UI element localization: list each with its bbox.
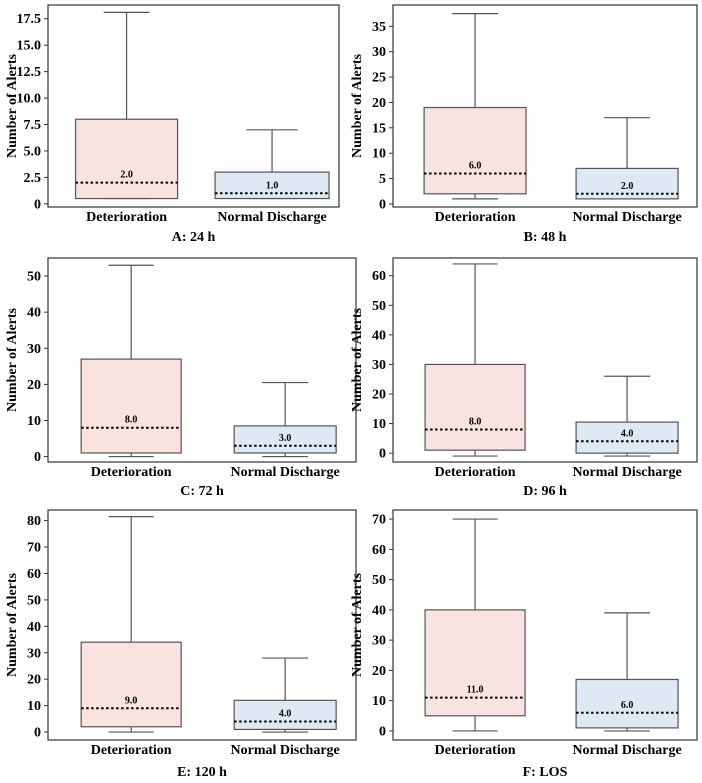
plot-frame-1 [47,4,340,208]
y-axis-label: Number of Alerts [350,572,365,676]
y-tick-label: 60 [27,567,41,582]
y-tick-label: 40 [372,603,386,618]
y-tick-label: 70 [27,541,41,556]
y-tick-label: 0 [34,726,41,741]
y-tick-label: 40 [27,306,41,321]
median-value-label: 1.0 [266,180,279,191]
y-tick-label: 15 [372,121,386,136]
x-category-label: Normal Discharge [572,465,681,480]
x-category-label: Normal Discharge [572,743,681,758]
box-iqr-normal-discharge [575,421,679,454]
y-tick-label: 50 [372,299,386,314]
median-value-label: 6.0 [621,700,634,711]
y-tick-label: 10.0 [17,92,42,107]
median-value-label: 8.0 [125,415,138,426]
x-category-label: Deterioration [91,465,172,480]
median-value-label: 9.0 [125,695,138,706]
x-category-label: Deterioration [435,743,516,758]
y-tick-label: 10 [372,147,386,162]
y-tick-label: 2.5 [24,171,42,186]
panel-caption: D: 96 h [523,484,567,499]
panel-caption: F: LOS [523,765,568,780]
y-tick-label: 7.5 [24,118,42,133]
x-category-label: Normal Discharge [231,465,340,480]
y-tick-label: 80 [27,514,41,529]
x-category-label: Deterioration [435,465,516,480]
box-iqr-deterioration [80,641,182,728]
y-tick-label: 50 [372,573,386,588]
y-tick-label: 10 [372,417,386,432]
panel-caption: B: 48 h [524,230,567,245]
panel-caption: A: 24 h [172,230,216,245]
plot-frame-2 [392,4,698,208]
y-tick-label: 60 [372,269,386,284]
y-axis-label: Number of Alerts [350,53,365,157]
y-tick-label: 40 [27,620,41,635]
box-iqr-deterioration [80,358,182,454]
y-tick-label: 30 [372,634,386,649]
y-tick-label: 5 [379,172,386,187]
y-tick-label: 50 [27,593,41,608]
y-tick-label: 35 [372,20,386,35]
y-tick-label: 17.5 [17,12,42,27]
y-axis-label: Number of Alerts [5,53,20,157]
y-tick-label: 0 [34,197,41,212]
y-tick-label: 50 [27,270,41,285]
x-category-label: Deterioration [86,210,167,225]
median-value-label: 3.0 [279,433,292,444]
box-iqr-normal-discharge [575,678,679,729]
plot-frame-3 [47,257,357,463]
y-axis-label: Number of Alerts [5,572,20,676]
y-tick-label: 5.0 [24,144,42,159]
y-tick-label: 20 [372,664,386,679]
median-value-label: 4.0 [279,708,292,719]
y-tick-label: 30 [372,45,386,60]
y-tick-label: 15.0 [17,39,42,54]
plot-frame-6 [392,509,698,741]
y-tick-label: 40 [372,328,386,343]
box-iqr-normal-discharge [233,425,337,454]
panel-caption: C: 72 h [180,484,224,499]
x-category-label: Normal Discharge [217,210,326,225]
box-iqr-normal-discharge [233,699,337,731]
box-iqr-deterioration [423,106,527,195]
x-category-label: Normal Discharge [572,210,681,225]
median-value-label: 11.0 [467,685,484,696]
y-axis-label: Number of Alerts [350,307,365,411]
box-iqr-deterioration [424,363,526,451]
y-tick-label: 10 [27,699,41,714]
y-tick-label: 20 [372,388,386,403]
y-tick-label: 12.5 [17,65,42,80]
y-tick-label: 10 [27,414,41,429]
y-tick-label: 30 [27,342,41,357]
y-tick-label: 20 [27,378,41,393]
y-tick-label: 0 [379,724,386,739]
y-tick-label: 0 [379,197,386,212]
panel-caption: E: 120 h [177,765,227,780]
y-tick-label: 0 [379,447,386,462]
y-tick-label: 10 [372,694,386,709]
median-value-label: 2.0 [120,170,133,181]
y-tick-label: 20 [372,96,386,111]
y-tick-label: 30 [372,358,386,373]
x-category-label: Normal Discharge [231,743,340,758]
y-tick-label: 25 [372,71,386,86]
x-category-label: Deterioration [91,743,172,758]
x-category-label: Deterioration [435,210,516,225]
y-tick-label: 30 [27,646,41,661]
y-tick-label: 20 [27,673,41,688]
y-tick-label: 60 [372,543,386,558]
median-value-label: 4.0 [621,428,634,439]
box-iqr-deterioration [424,609,526,717]
y-tick-label: 0 [34,450,41,465]
y-tick-label: 70 [372,513,386,528]
y-axis-label: Number of Alerts [5,307,20,411]
box-iqr-deterioration [74,118,179,200]
median-value-label: 2.0 [621,181,634,192]
plot-frame-4 [392,257,698,463]
median-value-label: 6.0 [469,161,482,172]
median-value-label: 8.0 [469,416,482,427]
plot-frame-5 [47,509,357,741]
